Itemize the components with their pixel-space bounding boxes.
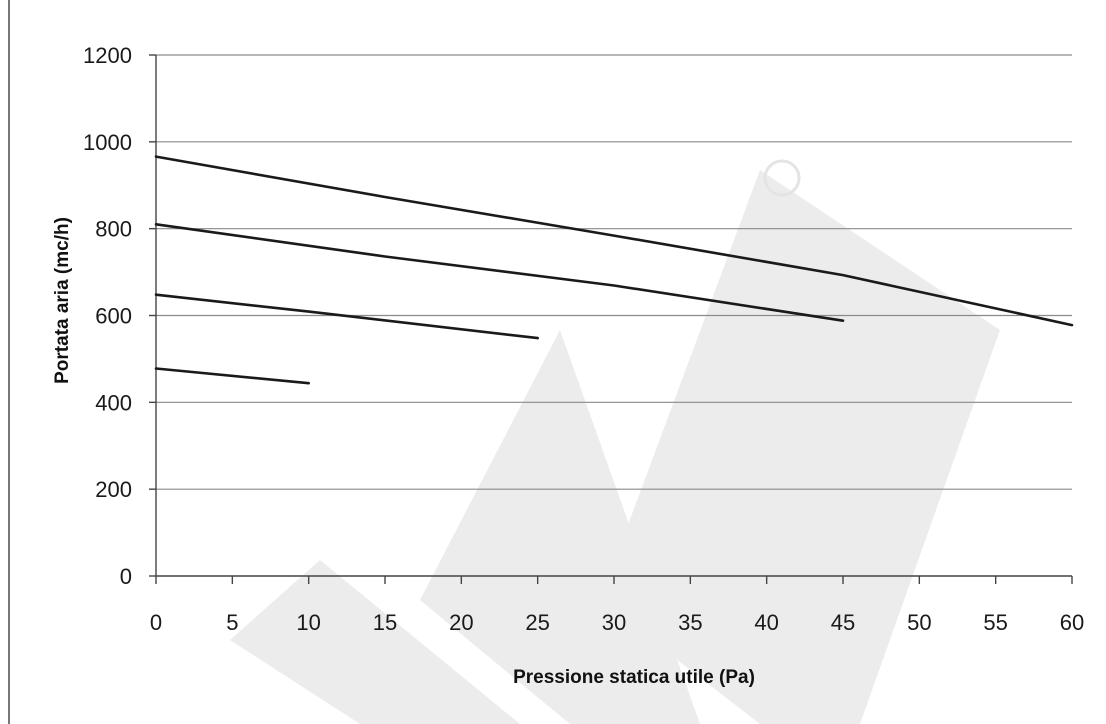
watermark-registered-mark: [763, 159, 801, 197]
tick-label-x-0: 0: [150, 610, 162, 635]
tick-label-x-30: 30: [602, 610, 626, 635]
tick-label-y-0: 0: [120, 564, 132, 589]
tick-label-y-800: 800: [95, 217, 132, 242]
tick-label-x-10: 10: [296, 610, 320, 635]
tick-label-x-55: 55: [983, 610, 1007, 635]
tick-label-x-35: 35: [678, 610, 702, 635]
tick-label-x-45: 45: [831, 610, 855, 635]
series-line-2: [154, 293, 539, 340]
x-axis-title: Pressione statica utile (Pa): [513, 667, 755, 688]
watermark-logo: [230, 159, 1000, 724]
tick-label-x-60: 60: [1060, 610, 1084, 635]
tick-label-x-25: 25: [525, 610, 549, 635]
series-line-4: [154, 155, 1074, 327]
tick-label-x-40: 40: [754, 610, 778, 635]
tick-label-y-1000: 1000: [83, 130, 132, 155]
tick-label-y-1200: 1200: [83, 43, 132, 68]
series-line-1: [154, 367, 310, 385]
tick-label-y-200: 200: [95, 477, 132, 502]
tick-label-x-20: 20: [449, 610, 473, 635]
tick-label-x-5: 5: [226, 610, 238, 635]
tick-label-y-600: 600: [95, 304, 132, 329]
tick-label-y-400: 400: [95, 390, 132, 415]
tick-label-x-15: 15: [373, 610, 397, 635]
tick-label-x-50: 50: [907, 610, 931, 635]
y-axis-title: Portata aria (mc/h): [52, 217, 73, 384]
series-line-3: [154, 223, 845, 322]
